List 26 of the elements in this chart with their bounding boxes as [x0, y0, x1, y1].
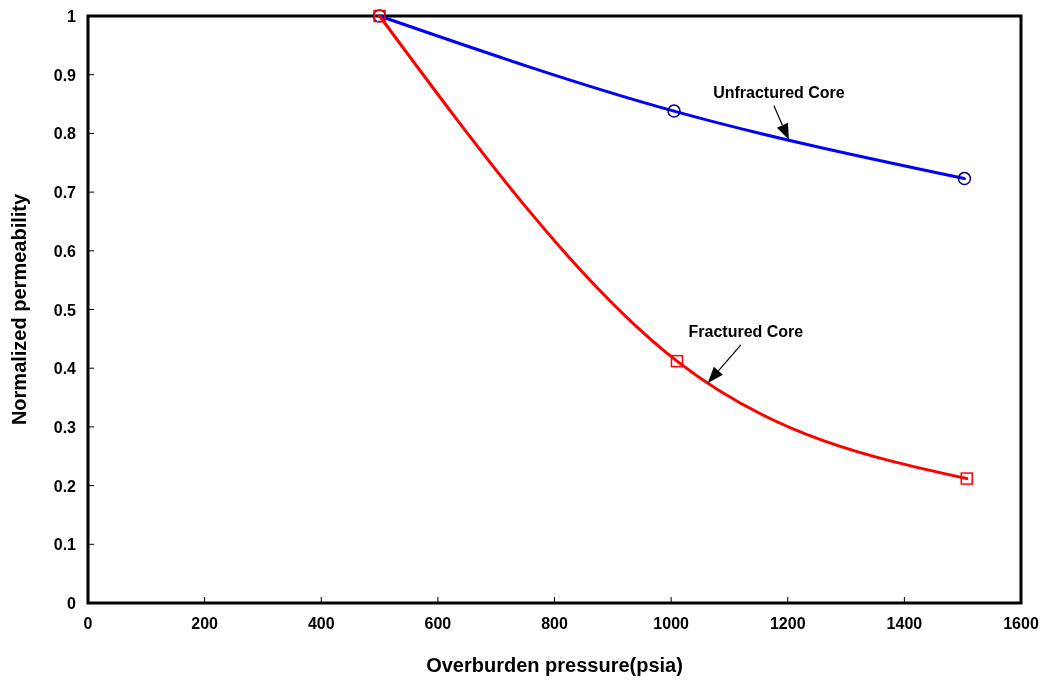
x-tick-label: 200: [191, 615, 219, 632]
y-tick-label: 0.7: [53, 184, 77, 202]
y-axis-title: Normalized permeability: [8, 193, 30, 426]
y-tick-label: 1: [67, 8, 77, 25]
y-tick-label: 0.1: [53, 536, 77, 554]
point: [960, 472, 974, 485]
y-tick-label: 0.8: [53, 125, 77, 143]
y-tick-label: 0.9: [53, 66, 77, 84]
y-tick-label: 0.2: [53, 477, 77, 495]
x-tick-label: 800: [541, 615, 568, 632]
annotation: Unfractured Core: [713, 83, 845, 101]
y-tick-label: 0.6: [53, 242, 77, 260]
x-tick-label: 1000: [653, 615, 690, 632]
y-tick-label: 0: [67, 595, 77, 612]
y-tick-label: 0.5: [53, 301, 77, 319]
x-tick-label: 400: [307, 615, 335, 632]
y-tick-label: 0.3: [53, 418, 77, 436]
x-tick-label: 1200: [769, 615, 806, 632]
x-tick-label: 1600: [1003, 615, 1039, 632]
annotation: Fractured Core: [688, 322, 804, 340]
x-tick-label: 600: [424, 615, 452, 632]
x-tick-label: 0: [83, 615, 93, 632]
x-axis-title: Overburden pressure(psia): [426, 654, 683, 676]
y-tick-label: 0.4: [53, 360, 77, 378]
x-tick-label: 1400: [886, 615, 923, 632]
point: [670, 354, 684, 368]
